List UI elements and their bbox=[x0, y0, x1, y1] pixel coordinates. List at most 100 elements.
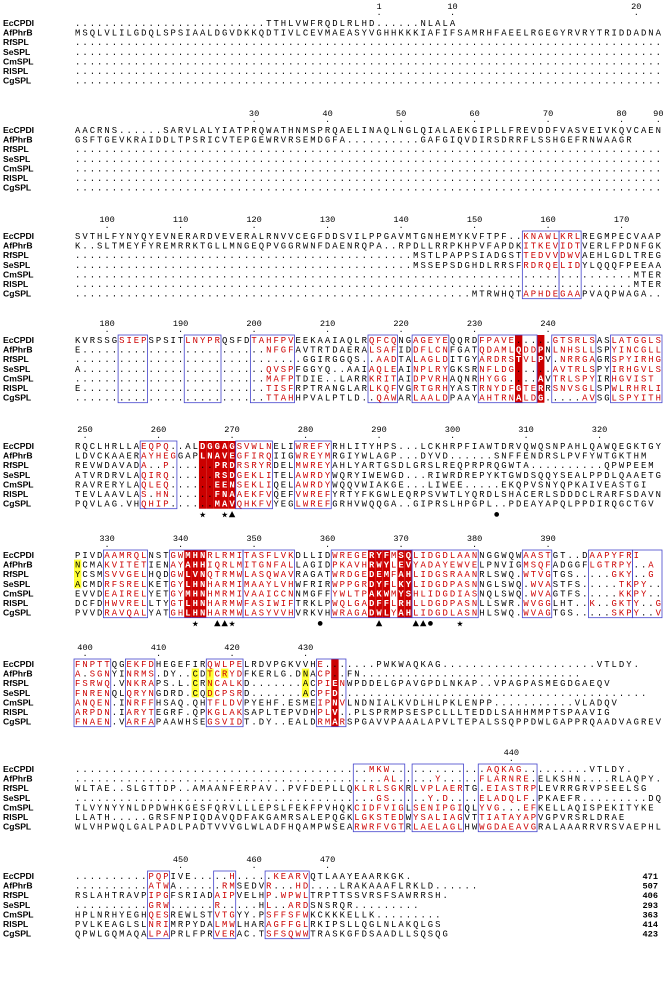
similarity-box bbox=[213, 870, 237, 940]
ruler-position-label: 220 bbox=[393, 319, 408, 329]
ruler-position-label: 10 bbox=[447, 2, 457, 12]
conserved-column-highlight bbox=[191, 550, 199, 618]
alignment-block: 450.460.470.EcCPDI.......... P Q P I V E..... H… bbox=[3, 855, 658, 940]
ruler-tick: . bbox=[523, 431, 528, 441]
ruler-position-label: 70 bbox=[543, 109, 553, 119]
ruler-position-label: 320 bbox=[592, 425, 607, 435]
cysteine-highlight bbox=[206, 668, 214, 679]
sequence-name-label: EcCPDI bbox=[3, 441, 34, 451]
similarity-box bbox=[521, 549, 553, 619]
sequence-length-label: 507 bbox=[643, 882, 658, 892]
sequence-name-label: SeSPL bbox=[3, 688, 30, 698]
sequence-name-label: CgSPL bbox=[3, 393, 31, 403]
sequence-name-label: RfSPL bbox=[3, 890, 29, 900]
similarity-box bbox=[103, 549, 148, 619]
sequence-row: ........................................… bbox=[75, 77, 661, 87]
alignment-block: 250.260.270.280.290.300.310.320.EcCPDI R Q… bbox=[3, 425, 662, 522]
conserved-column-highlight bbox=[537, 335, 545, 403]
ruler-position-label: 130 bbox=[320, 215, 335, 225]
ruler-tick: . bbox=[251, 115, 256, 125]
cysteine-highlight bbox=[221, 668, 229, 679]
sequence-name-label: SeSPL bbox=[3, 793, 30, 803]
conserved-column-highlight bbox=[382, 550, 391, 618]
cysteine-highlight bbox=[301, 668, 310, 679]
similarity-box bbox=[117, 334, 148, 404]
ruler-tick: . bbox=[545, 325, 550, 335]
sequence-name-label: CgSPL bbox=[3, 183, 31, 193]
similarity-box bbox=[147, 870, 170, 940]
conserved-column-highlight bbox=[331, 659, 339, 727]
star-marker-icon: ★ bbox=[221, 510, 228, 522]
ruler-position-label: 440 bbox=[504, 748, 519, 758]
alignment-block: 30.40.50.60.70.80.90.EcCPDI A A C R N S...... S… bbox=[3, 109, 663, 194]
ruler-tick: . bbox=[303, 649, 308, 659]
sequence-row: ........................................… bbox=[75, 174, 661, 184]
ruler-tick: . bbox=[251, 325, 256, 335]
ruler-tick: . bbox=[325, 221, 330, 231]
alignment-block: 1.10.20.EcCPDI..........................… bbox=[3, 2, 662, 87]
ruler-tick: . bbox=[178, 540, 183, 550]
conserved-column-highlight bbox=[221, 441, 229, 509]
sequence-name-label: RlSPL bbox=[3, 707, 28, 717]
similarity-box bbox=[367, 334, 398, 404]
ruler-position-label: 230 bbox=[467, 319, 482, 329]
similarity-box bbox=[551, 334, 597, 404]
ruler-position-label: 30 bbox=[249, 109, 259, 119]
similarity-box bbox=[183, 334, 222, 404]
conserved-column-highlight bbox=[375, 550, 383, 618]
ruler-tick: . bbox=[545, 540, 550, 550]
ruler-position-label: 390 bbox=[540, 534, 555, 544]
sequence-name-label: RfSPL bbox=[3, 569, 29, 579]
alignment-block: 440. EcCPDI..............................… bbox=[3, 748, 661, 833]
sequence-name-label: EcCPDI bbox=[3, 231, 34, 241]
cysteine-highlight bbox=[74, 578, 82, 589]
ruler-tick: . bbox=[325, 861, 330, 871]
similarity-box bbox=[411, 334, 450, 404]
cysteine-highlight bbox=[206, 678, 214, 688]
ruler-tick: . bbox=[104, 221, 109, 231]
triangle-marker-icon: ▲ bbox=[214, 619, 221, 631]
sequence-name-label: CgSPL bbox=[3, 76, 31, 86]
sequence-name-label: CmSPL bbox=[3, 373, 34, 383]
sequence-row: ........................................… bbox=[75, 270, 662, 280]
sequence-row: ........................................… bbox=[75, 765, 632, 775]
star-marker-icon: ★ bbox=[229, 619, 236, 631]
ruler-position-label: 210 bbox=[320, 319, 335, 329]
sequence-row: ........................................… bbox=[75, 48, 661, 58]
sequence-row: ........................................… bbox=[75, 251, 661, 261]
cysteine-highlight bbox=[206, 687, 214, 698]
ruler-position-label: 60 bbox=[469, 109, 479, 119]
ruler-position-label: 450 bbox=[173, 855, 188, 865]
sequence-name-label: RlSPL bbox=[3, 383, 28, 393]
cysteine-highlight bbox=[191, 687, 199, 698]
ruler-tick: . bbox=[472, 115, 477, 125]
sequence-name-label: CgSPL bbox=[3, 499, 31, 509]
sequence-name-label: RfSPL bbox=[3, 460, 29, 470]
ruler-tick: . bbox=[104, 540, 109, 550]
ruler-position-label: 380 bbox=[467, 534, 482, 544]
sequence-length-label: 363 bbox=[643, 910, 658, 920]
cysteine-highlight bbox=[74, 569, 82, 579]
ruler-tick: . bbox=[509, 754, 514, 764]
alignment-block: 180.190.200.210.220.230.240.EcCPDI K V R S S G… bbox=[3, 319, 663, 404]
